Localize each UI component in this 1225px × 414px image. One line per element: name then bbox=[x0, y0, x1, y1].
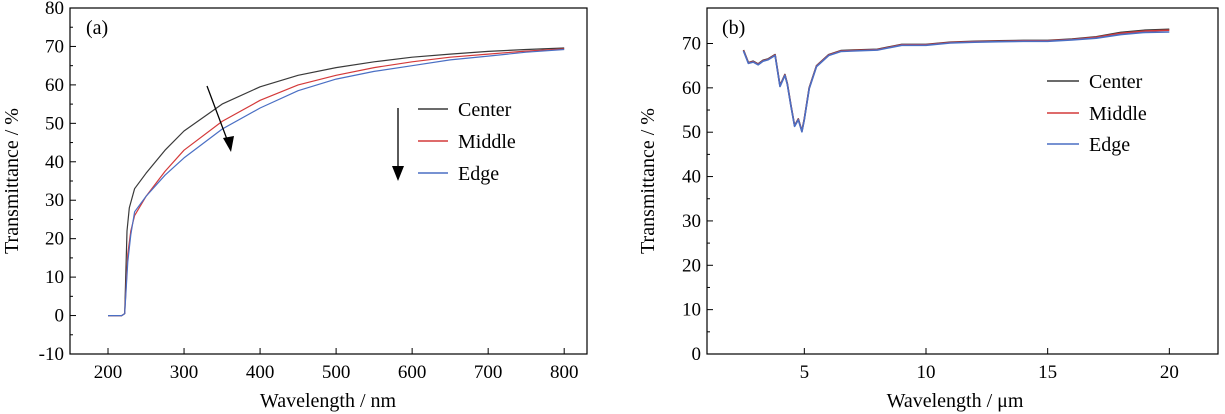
y-tick-label: 10 bbox=[682, 300, 701, 321]
legend-b-label-center: Center bbox=[1089, 71, 1143, 93]
y-tick-label: 20 bbox=[682, 255, 701, 276]
legend-a-label-center: Center bbox=[458, 99, 512, 121]
y-tick-label: 60 bbox=[45, 75, 64, 96]
legend-a-label-middle: Middle bbox=[458, 131, 516, 153]
x-tick-label: 15 bbox=[1038, 362, 1057, 383]
x-tick-label: 500 bbox=[322, 362, 351, 383]
series-line-center bbox=[108, 47, 565, 317]
y-tick-label: 0 bbox=[55, 306, 65, 327]
x-tick-label: 20 bbox=[1160, 362, 1179, 383]
panel-b: 5 10 15 20 0 10 20 30 40 50 60 70 (b) Wavelength / … bbox=[637, 7, 1219, 412]
y-tick-label: 40 bbox=[45, 152, 64, 173]
y-tick-label: 60 bbox=[682, 78, 701, 99]
x-tick-label: 700 bbox=[474, 362, 503, 383]
series-line-middle bbox=[108, 48, 565, 317]
panel-a: 200 300 400 500 600 700 800 -10 0 10 20 30 40 50 60 70 8… bbox=[1, 0, 588, 412]
panel-b-label: (b) bbox=[722, 17, 745, 39]
trend-arrow-diagonal bbox=[206, 85, 234, 152]
plot-a-frame bbox=[69, 7, 588, 355]
series-line-edge bbox=[108, 48, 565, 317]
x-tick-label: 600 bbox=[398, 362, 427, 383]
panel-b-ylabel: Transmittance / % bbox=[637, 108, 659, 254]
y-tick-label: 30 bbox=[682, 211, 701, 232]
legend-b-label-edge: Edge bbox=[1089, 134, 1130, 156]
x-tick-label: 10 bbox=[917, 362, 936, 383]
trend-arrow-down bbox=[392, 108, 404, 181]
y-tick-label: 50 bbox=[682, 122, 701, 143]
y-tick-label: 70 bbox=[682, 33, 701, 54]
y-tick-label: -10 bbox=[39, 344, 64, 365]
panel-a-xlabel: Wavelength / nm bbox=[260, 390, 397, 412]
panel-b-legend: Center Middle Edge bbox=[1047, 71, 1147, 156]
legend-b-label-middle: Middle bbox=[1089, 103, 1147, 125]
y-tick-label: 20 bbox=[45, 229, 64, 250]
panel-b-xlabel: Wavelength / μm bbox=[887, 390, 1024, 412]
x-tick-label: 300 bbox=[170, 362, 199, 383]
panel-a-ylabel: Transmittance / % bbox=[1, 108, 23, 254]
y-tick-label: 80 bbox=[45, 0, 64, 19]
legend-a-label-edge: Edge bbox=[458, 163, 499, 185]
x-tick-label: 400 bbox=[246, 362, 275, 383]
x-tick-label: 800 bbox=[550, 362, 579, 383]
y-tick-label: 70 bbox=[45, 36, 64, 57]
plot-b-frame bbox=[706, 7, 1219, 355]
y-tick-label: 10 bbox=[45, 267, 64, 288]
x-tick-label: 200 bbox=[94, 362, 123, 383]
y-tick-label: 40 bbox=[682, 167, 701, 188]
panel-a-label: (a) bbox=[86, 17, 108, 39]
series-line-edge bbox=[742, 31, 1170, 133]
panel-a-legend: Center Middle Edge bbox=[418, 99, 516, 185]
y-tick-label: 30 bbox=[45, 190, 64, 211]
y-tick-label: 50 bbox=[45, 113, 64, 134]
x-tick-label: 5 bbox=[800, 362, 810, 383]
y-tick-label: 0 bbox=[692, 344, 702, 365]
